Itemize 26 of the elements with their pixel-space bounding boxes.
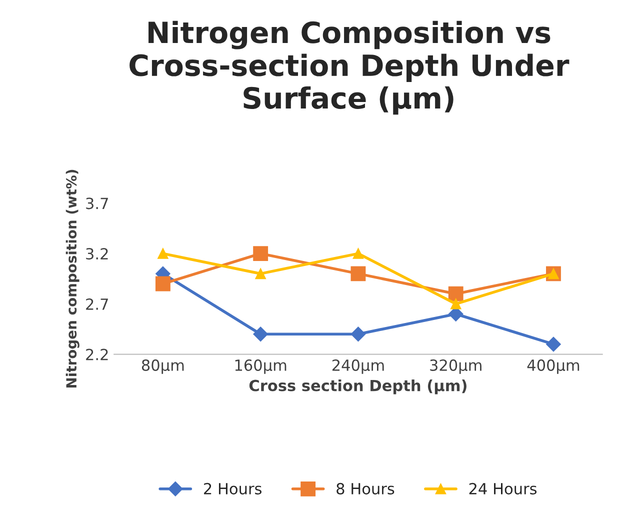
x-tick-label: 240µm [332,359,384,374]
point [255,268,266,280]
x-tick-label: 400µm [527,359,580,374]
x-axis-title: Cross section Depth (µm) [249,379,466,394]
point [350,266,366,282]
legend-label: 24 Hours [469,482,537,494]
y-axis-title: Nitrogen composition (wt%) [66,170,80,388]
y-tick-label: 2.7 [86,298,108,310]
point [158,248,168,259]
point [350,326,366,342]
chart-title: Nitrogen Composition vs Cross-section Depth Under Surface (µm) [130,20,570,115]
point [448,286,464,302]
point [253,326,268,342]
point [155,276,170,292]
y-tick-label: 3.2 [86,248,108,260]
point [352,248,364,259]
y-tick-label: 3.7 [86,198,108,210]
legend-label: 2 Hours [204,482,262,494]
y-tick-label: 2.2 [86,348,108,360]
x-tick-label: 160µm [235,359,286,374]
point [253,246,268,262]
x-tick-label: 320µm [430,359,482,374]
x-tick-label: 80µm [142,359,184,374]
legend-label: 8 Hours [336,482,394,494]
point [450,298,462,310]
point [546,336,561,352]
